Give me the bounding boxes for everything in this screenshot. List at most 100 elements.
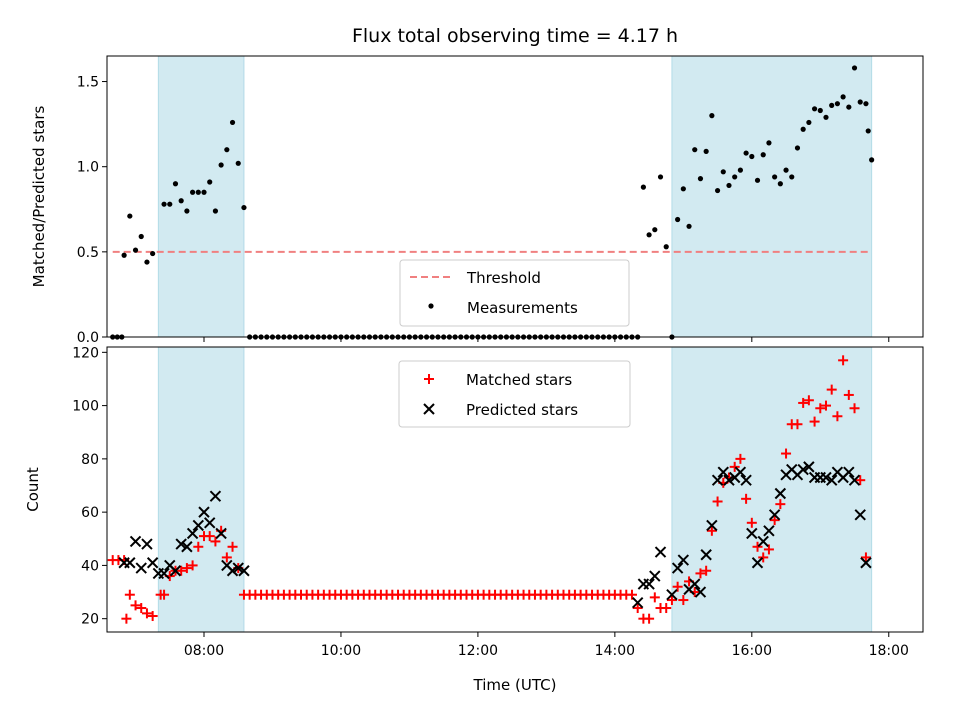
matched-star-point xyxy=(187,560,198,571)
measurement-point xyxy=(646,232,652,238)
matched-star-point xyxy=(695,568,706,579)
predicted-star-point-b xyxy=(768,509,781,521)
predicted-star-point-b xyxy=(774,487,787,500)
predicted-star-point xyxy=(848,474,861,486)
bottom-x-ticks: 08:00 10:00 12:00 14:00 16:00 18:00 xyxy=(184,632,909,659)
matched-star-point xyxy=(649,592,660,603)
matched-star-point xyxy=(666,595,677,606)
predicted-star-point-b xyxy=(631,596,644,609)
predicted-star-point-b xyxy=(654,546,667,558)
measurement-point xyxy=(686,223,692,229)
matched-star-point xyxy=(775,499,786,510)
measurement-point xyxy=(783,167,789,173)
measurement-point xyxy=(865,128,871,134)
bottom-axes-frame xyxy=(106,346,924,633)
measurement-point xyxy=(846,104,852,110)
predicted-star-point xyxy=(649,570,661,582)
matched-star-point xyxy=(820,400,831,411)
predicted-star-point-b xyxy=(124,557,136,569)
predicted-star-point xyxy=(860,557,872,569)
measurement-point xyxy=(132,247,139,253)
predicted-star-point-b xyxy=(141,538,153,550)
measurement-point xyxy=(212,208,219,214)
measurement-point xyxy=(241,204,247,211)
matched-star-point xyxy=(121,613,132,624)
y-tick-label: 80 xyxy=(81,452,99,468)
predicted-star-point-b xyxy=(209,490,222,502)
measurement-point xyxy=(167,201,173,207)
matched-star-point xyxy=(136,603,147,614)
predicted-star-point xyxy=(768,509,781,521)
legend-predicted-marker-b xyxy=(423,403,435,415)
legend-matched-label: Matched stars xyxy=(466,371,572,389)
predicted-star-point xyxy=(186,527,199,540)
predicted-star-point xyxy=(717,466,729,478)
predicted-star-point-b xyxy=(803,461,815,473)
matched-star-point xyxy=(832,411,843,422)
measurement-point xyxy=(760,152,766,158)
predicted-star-point-b xyxy=(746,527,758,540)
legend-measurements-swatch xyxy=(428,303,434,309)
top-axes-frame xyxy=(106,55,924,338)
predicted-star-point-b xyxy=(221,559,233,572)
matched-star-point xyxy=(741,493,752,504)
x-tick-label: 10:00 xyxy=(321,643,361,659)
predicted-star-point xyxy=(689,578,701,590)
predicted-star-point xyxy=(232,562,244,574)
matched-star-point xyxy=(176,565,187,576)
predicted-star-point xyxy=(820,471,832,484)
matched-star-point xyxy=(758,552,769,563)
legend-predicted-marker xyxy=(423,403,435,415)
matched-star-point xyxy=(769,515,780,526)
bottom-legend: Matched stars Predicted stars xyxy=(398,360,631,428)
y-tick-label: 40 xyxy=(81,558,99,574)
predicted-star-point xyxy=(746,527,758,540)
measurement-point xyxy=(811,106,818,112)
y-tick-label: 0.0 xyxy=(77,330,99,346)
measurement-point xyxy=(863,101,869,107)
predicted-star-points xyxy=(118,461,872,609)
predicted-star-point xyxy=(706,519,718,532)
matched-star-point xyxy=(798,397,809,408)
matched-star-point xyxy=(706,525,717,536)
predicted-star-point xyxy=(774,487,787,500)
predicted-star-point-b xyxy=(169,565,182,577)
predicted-star-point xyxy=(723,474,735,486)
predicted-star-point-b xyxy=(711,474,724,486)
matched-star-point xyxy=(678,595,689,606)
predicted-star-point xyxy=(666,589,678,601)
x-tick-label: 12:00 xyxy=(458,643,498,659)
predicted-star-point-b xyxy=(763,525,775,537)
matched-star-point xyxy=(843,389,854,400)
predicted-star-point-b xyxy=(192,519,205,532)
measurement-point xyxy=(201,189,207,195)
measurement-point xyxy=(714,187,721,194)
predicted-star-point-b xyxy=(740,474,752,486)
legend-matched-swatch xyxy=(424,374,434,384)
predicted-star-point-b xyxy=(854,509,866,521)
bottom-y-axis-label: Count xyxy=(24,467,42,512)
bottom-panel: 20 40 60 80 100 120 08:00 10:00 12:00 14:00 16:00… xyxy=(24,345,924,694)
predicted-star-point xyxy=(135,562,147,574)
matched-star-point xyxy=(227,541,238,552)
matched-star-point xyxy=(626,589,637,600)
predicted-star-point-b xyxy=(643,578,655,590)
bottom-y-ticks: 20 40 60 80 100 120 xyxy=(72,345,107,628)
predicted-star-point-b xyxy=(757,535,769,548)
x-tick-label: 18:00 xyxy=(869,643,909,659)
measurement-point xyxy=(640,184,646,190)
measurement-point xyxy=(184,208,190,214)
measurement-point xyxy=(754,177,761,183)
top-y-axis-label: Matched/Predicted stars xyxy=(30,106,48,288)
predicted-star-point xyxy=(129,535,142,548)
matched-star-point xyxy=(210,536,221,547)
measurement-point xyxy=(235,160,241,166)
predicted-star-point-b xyxy=(848,474,861,486)
x-tick-label: 14:00 xyxy=(595,643,635,659)
x-tick-label: 08:00 xyxy=(184,643,224,659)
measurement-point xyxy=(692,147,698,153)
matched-star-point xyxy=(712,496,723,507)
matched-star-points xyxy=(107,355,871,624)
predicted-star-point-b xyxy=(717,466,729,478)
measurement-point xyxy=(869,157,875,163)
